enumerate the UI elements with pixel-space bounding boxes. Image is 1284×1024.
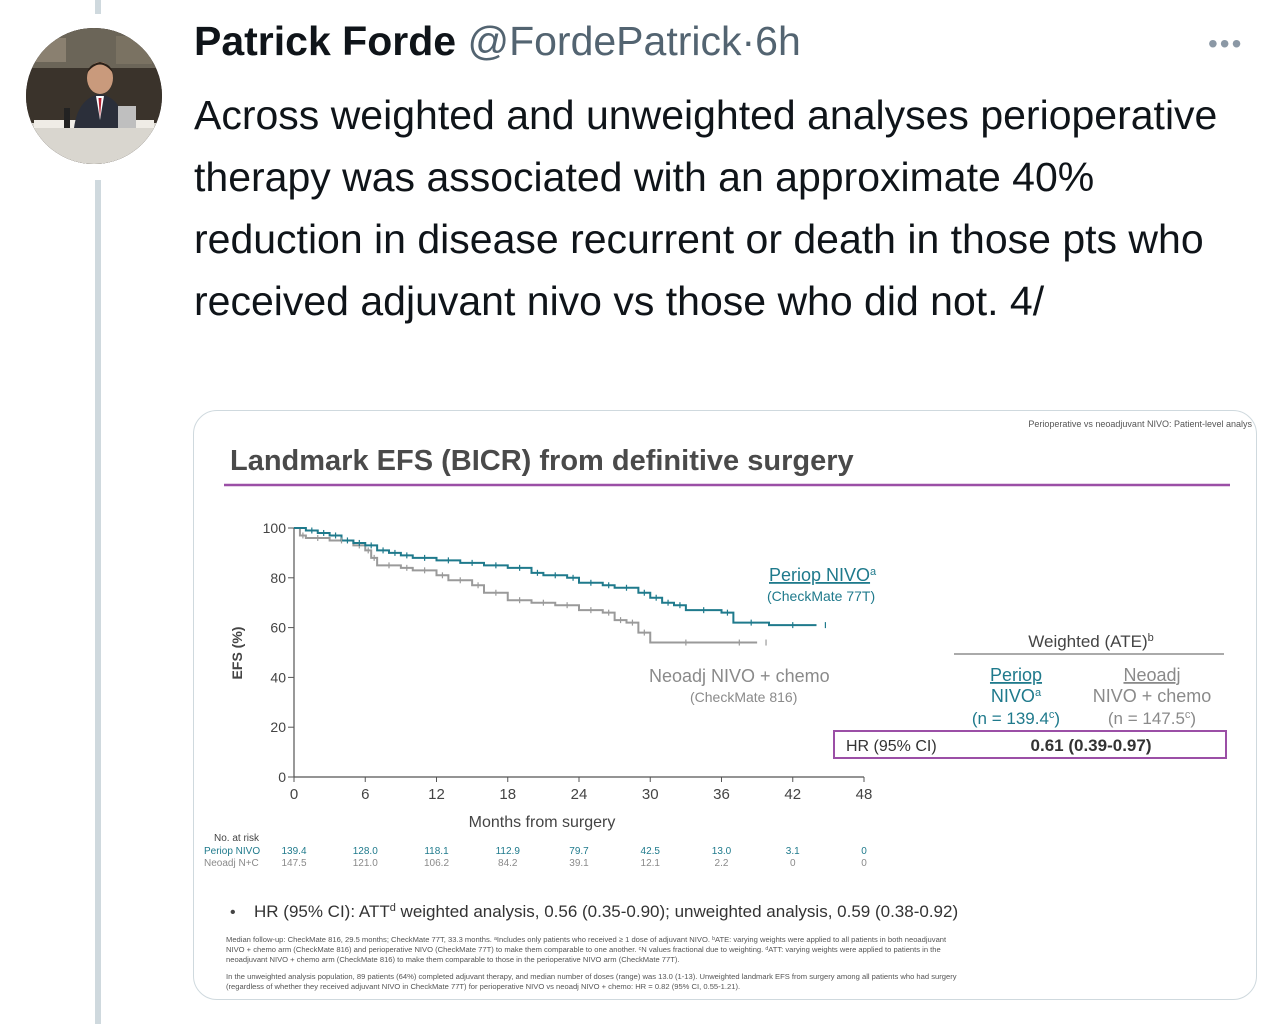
risk-neo-value: 106.2 [424,858,449,869]
footnote-3: neoadjuvant NIVO + chemo arm (CheckMate … [226,955,680,964]
risk-perio-value: 3.1 [786,846,800,857]
x-tick-label: 12 [428,786,445,803]
risk-perio-label: Periop NIVO [204,846,260,857]
author-name[interactable]: Patrick Forde [194,18,457,64]
ellipsis-icon[interactable]: ••• [1208,28,1244,59]
y-axis-label: EFS (%) [229,627,245,680]
risk-neo-value: 0 [861,858,867,869]
y-tick-label: 0 [278,769,286,785]
risk-perio-value: 42.5 [641,846,661,857]
weighted-col1-line2: NIVOa [991,686,1042,706]
x-tick-label: 24 [571,786,588,803]
x-ticks: 0 6 12 18 24 30 36 42 48 [290,777,873,803]
neoadj-censor-marks [302,532,767,646]
y-tick-label: 60 [270,620,286,636]
risk-perio-value: 118.1 [424,846,449,857]
avatar-photo-icon [26,28,162,164]
periop-series-label: Periop NIVOa [769,565,877,585]
hr-value: 0.61 (0.39-0.97) [1031,736,1152,755]
risk-perio-value: 13.0 [712,846,732,857]
risk-neo-values: 147.5 121.0 106.2 84.2 39.1 12.1 2.2 0 0 [281,858,867,869]
y-tick-label: 20 [270,719,286,735]
neoadj-series-line [294,527,758,644]
x-tick-label: 30 [642,786,659,803]
bullet-text: HR (95% CI): ATTd weighted analysis, 0.5… [254,902,958,921]
risk-perio-value: 0 [861,846,867,857]
risk-perio-value: 128.0 [353,846,378,857]
y-tick-label: 40 [270,669,286,685]
x-tick-label: 48 [856,786,873,803]
risk-neo-value: 84.2 [498,858,518,869]
risk-neo-value: 121.0 [353,858,378,869]
tweet-time[interactable]: 6h [755,18,801,64]
y-ticks: 0 20 40 60 80 100 [263,520,294,785]
weighted-col2-n: (n = 147.5c) [1108,709,1196,728]
slide-header-note: Perioperative vs neoadjuvant NIVO: Patie… [1028,419,1252,429]
weighted-col1-n: (n = 139.4c) [972,709,1060,728]
slide-image: Perioperative vs neoadjuvant NIVO: Patie… [204,419,1252,991]
tweet-header: Patrick Forde @FordePatrick·6h [194,18,801,65]
author-handle[interactable]: @FordePatrick [467,18,742,64]
risk-neo-value: 0 [790,858,796,869]
footnote-1: Median follow-up: CheckMate 816, 29.5 mo… [226,935,947,944]
periop-censor-marks [311,527,827,629]
risk-perio-value: 79.7 [569,846,589,857]
weighted-col2-line2: NIVO + chemo [1093,686,1212,706]
x-tick-label: 42 [784,786,801,803]
bullet-dot: • [230,904,236,921]
risk-neo-value: 2.2 [715,858,729,869]
risk-neo-value: 39.1 [569,858,589,869]
tweet-text: Across weighted and unweighted analyses … [194,92,1218,324]
y-tick-label: 100 [263,520,287,536]
x-tick-label: 0 [290,786,298,803]
avatar[interactable] [26,28,162,164]
x-tick-label: 6 [361,786,369,803]
neoadj-series-label: Neoadj NIVO + chemo [649,666,830,686]
weighted-title: Weighted (ATE)b [1028,632,1153,651]
x-tick-label: 18 [499,786,516,803]
footnote-2: NIVO + chemo arm (CheckMate 816) and per… [226,945,941,954]
risk-neo-label: Neoadj N+C [204,858,259,869]
y-tick-label: 80 [270,570,286,586]
hr-label: HR (95% CI) [846,738,937,755]
x-axis-label: Months from surgery [469,814,616,831]
thread-line-top [95,0,101,14]
thread-line [95,180,101,1024]
meta-separator: · [741,18,756,64]
risk-neo-value: 147.5 [281,858,306,869]
risk-perio-values: 139.4 128.0 118.1 112.9 79.7 42.5 13.0 3.1 0 [281,846,867,857]
slide-title: Landmark EFS (BICR) from definitive surg… [230,445,854,477]
weighted-col1-line1: Periop [990,665,1042,685]
risk-title: No. at risk [214,833,260,844]
hr-box [833,730,1227,759]
x-tick-label: 36 [713,786,730,803]
periop-series-sublabel: (CheckMate 77T) [767,588,875,604]
risk-perio-value: 112.9 [496,846,521,857]
risk-perio-value: 139.4 [281,846,306,857]
risk-neo-value: 12.1 [641,858,661,869]
weighted-col2-line1: Neoadj [1123,665,1180,685]
neoadj-series-sublabel: (CheckMate 816) [690,689,797,705]
tweet-media-card[interactable]: Perioperative vs neoadjuvant NIVO: Patie… [193,410,1257,1000]
footnote-4: In the unweighted analysis population, 8… [226,972,957,981]
footnote-5: (regardless of whether they received adj… [226,982,740,991]
